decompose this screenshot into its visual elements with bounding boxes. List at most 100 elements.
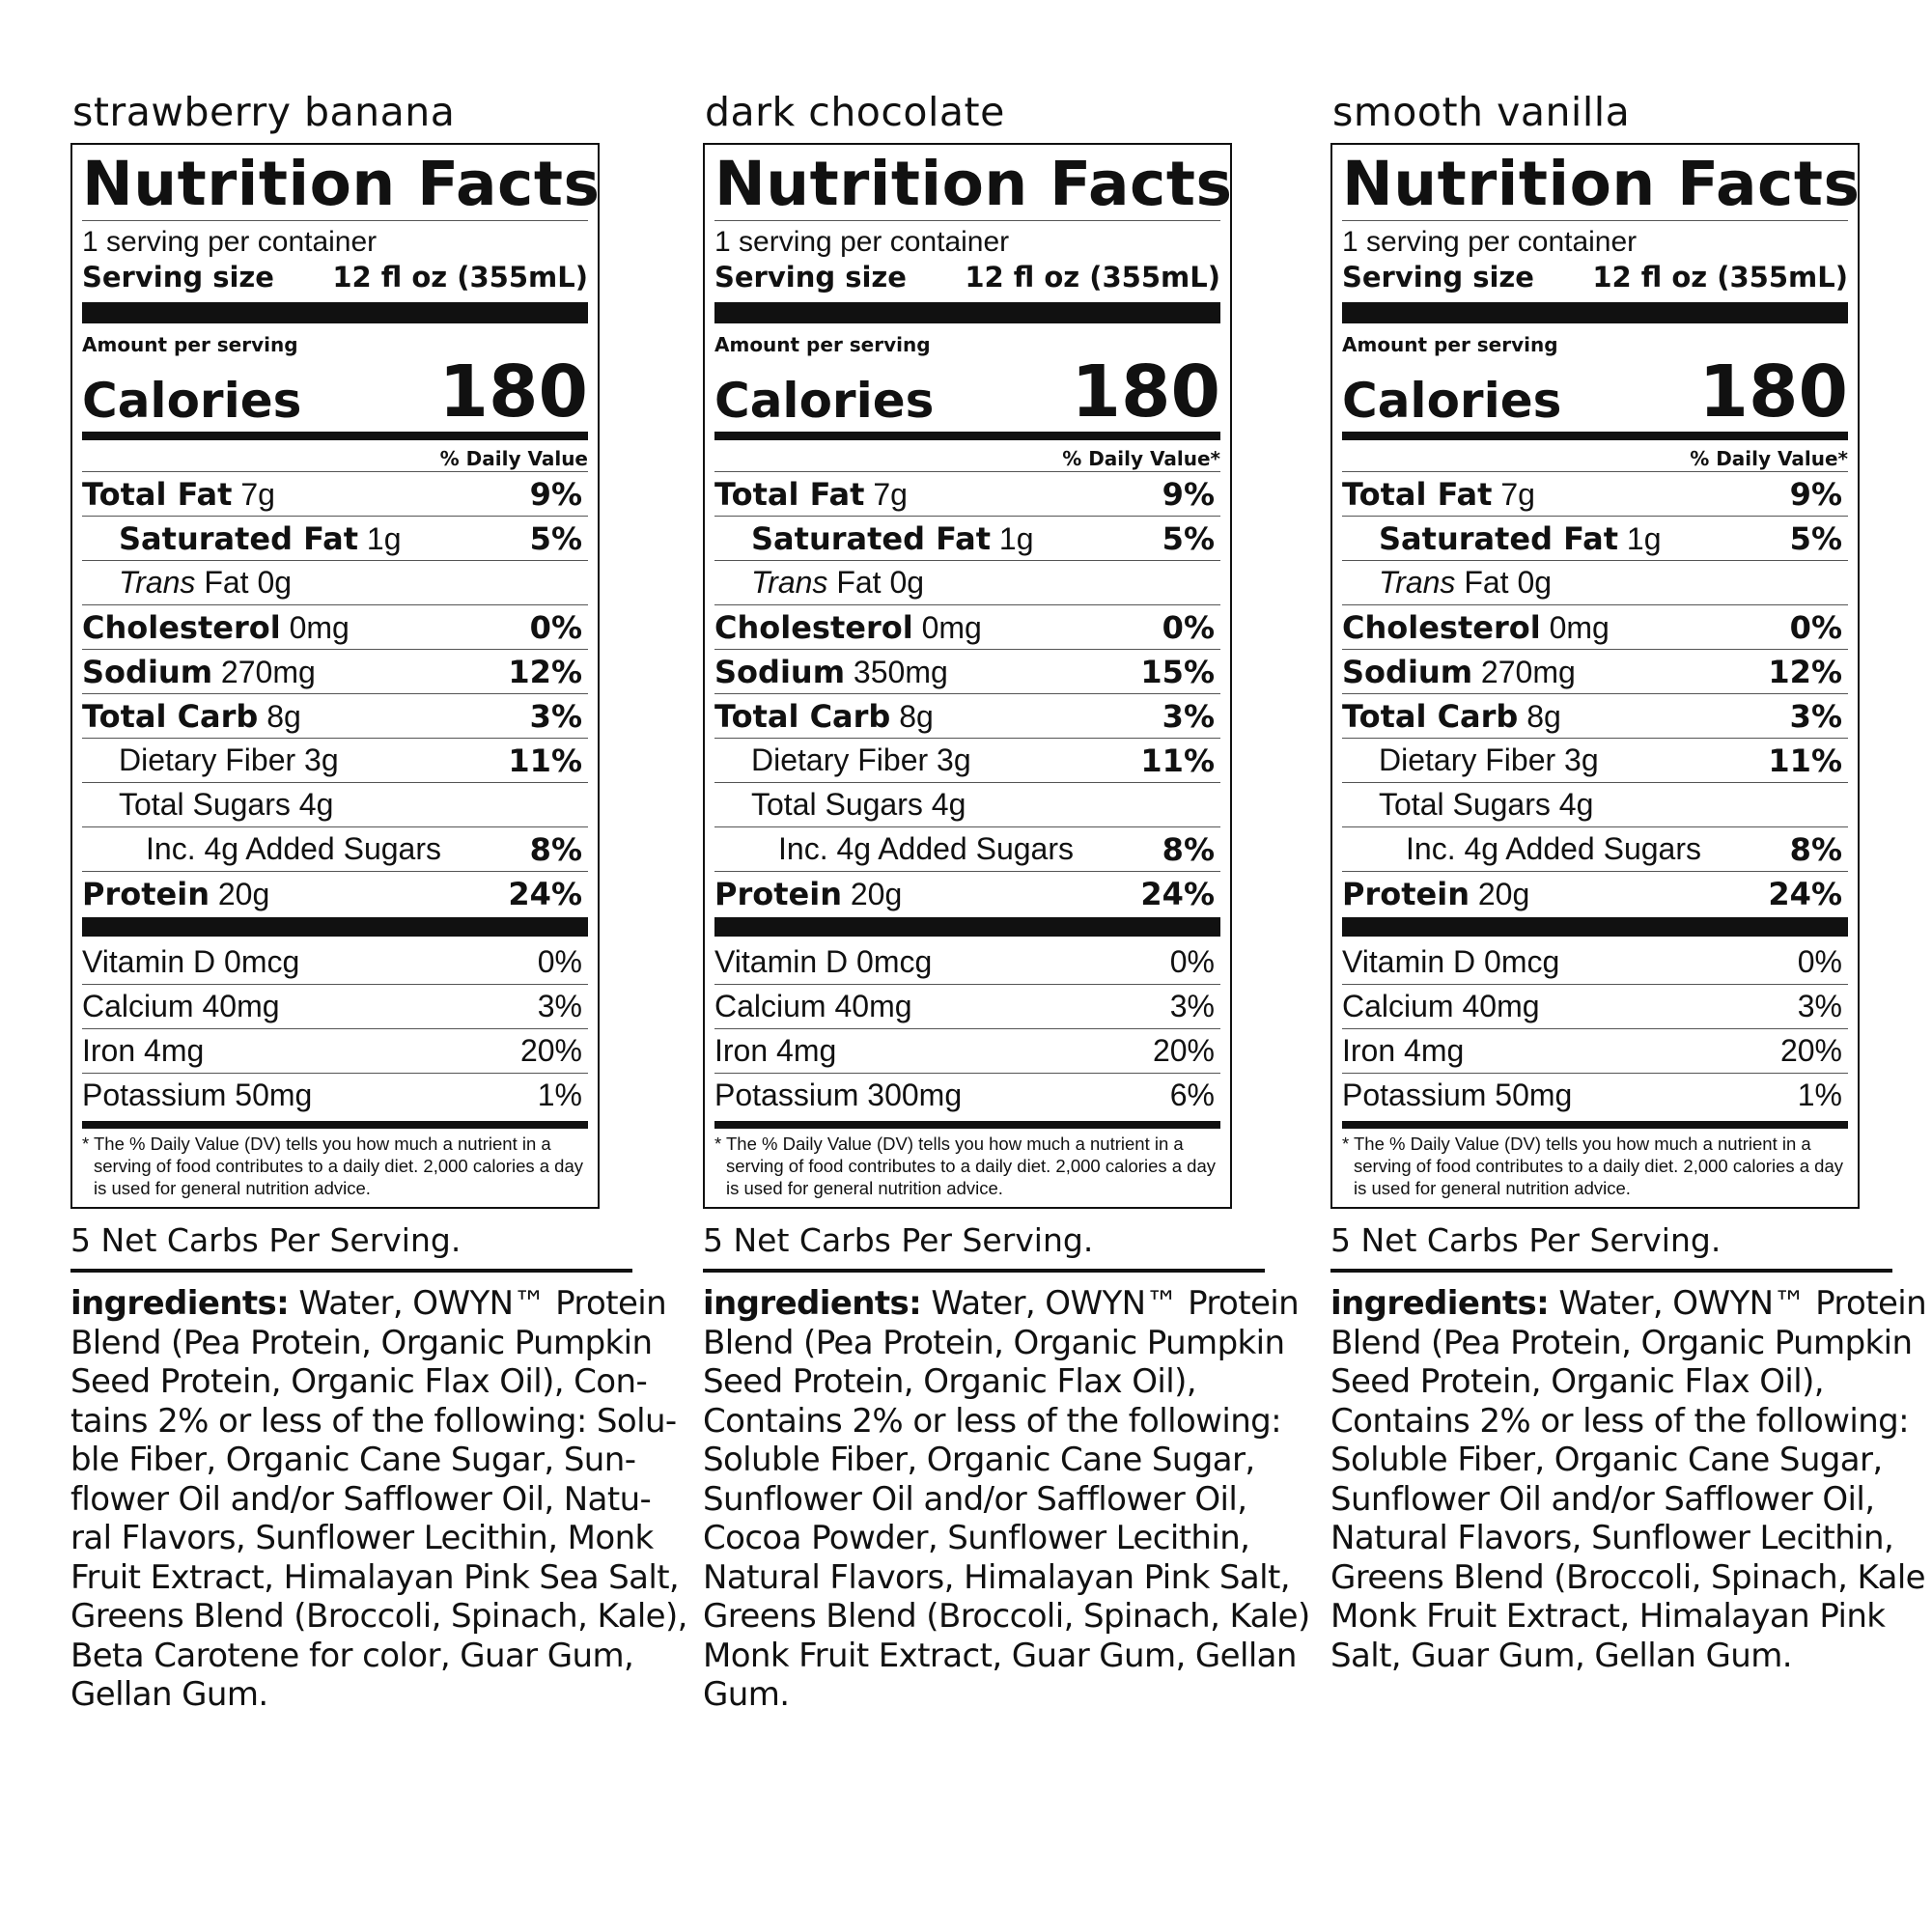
ingredients-line: Blend (Pea Protein, Organic Pumpkin	[703, 1324, 1321, 1363]
nutrient-name: Cholesterol	[82, 608, 281, 646]
vitamin-row: Calcium 40mg 3%	[714, 985, 1220, 1029]
nutrient-name: Total Fat	[714, 475, 865, 513]
serving-size-value: 12 fl oz (355mL)	[332, 261, 588, 294]
nutrient-daily-value: 24%	[1140, 875, 1215, 912]
nutrient-amount: 270mg	[212, 654, 316, 689]
vitamin-daily-value: 20%	[1152, 1033, 1215, 1068]
nutrient-list: Total Fat 7g 9% Saturated Fat 1g 5% Trans Fa…	[714, 472, 1220, 915]
medium-divider	[1342, 432, 1848, 440]
nutrient-row: Cholesterol 0mg 0%	[82, 605, 588, 650]
ingredients-text: Contains 2% or less of the following:	[1330, 1401, 1910, 1441]
nutrient-name: Saturated Fat	[1379, 519, 1619, 557]
nutrient-label: Saturated Fat 1g	[1379, 520, 1662, 557]
footnote-divider	[82, 1121, 588, 1129]
nutrient-daily-value: 5%	[1789, 519, 1842, 557]
nutrient-row: Dietary Fiber 3g 11%	[82, 739, 588, 783]
nutrient-row: Trans Fat 0g	[82, 561, 588, 605]
ingredients-label: ingredients:	[70, 1284, 290, 1323]
nutrient-daily-value: 9%	[1162, 475, 1215, 513]
serving-size-row: Serving size 12 fl oz (355mL)	[1342, 260, 1848, 294]
vitamin-row: Potassium 50mg 1%	[1342, 1074, 1848, 1117]
nutrient-amount: 4g	[290, 787, 334, 822]
vitamin-name: Iron 4mg	[1342, 1033, 1465, 1068]
ingredients-line: Gum.	[703, 1675, 1321, 1715]
ingredients-text: Blend (Pea Protein, Organic Pumpkin	[1330, 1323, 1913, 1362]
nutrient-label: Sodium 270mg	[82, 654, 316, 690]
vitamin-row: Calcium 40mg 3%	[82, 985, 588, 1029]
nutrient-list: Total Fat 7g 9% Saturated Fat 1g 5% Trans Fa…	[1342, 472, 1848, 915]
nutrient-row: Total Fat 7g 9%	[1342, 472, 1848, 517]
vitamin-divider	[714, 917, 1220, 937]
nutrition-facts-heading: Nutrition Facts	[82, 149, 601, 221]
nutrient-daily-value: 3%	[1162, 697, 1215, 735]
nutrient-amount: 20g	[1469, 876, 1530, 911]
nutrient-amount: 7g	[864, 476, 908, 512]
nutrient-amount: Fat 0g	[195, 565, 293, 600]
nutrient-row: Total Carb 8g 3%	[714, 694, 1220, 739]
nutrient-label: Dietary Fiber 3g	[119, 742, 339, 778]
nutrient-list: Total Fat 7g 9% Saturated Fat 1g 5% Trans Fa…	[82, 472, 588, 915]
ingredients-line: Greens Blend (Broccoli, Spinach, Kale	[1330, 1558, 1932, 1598]
nutrient-label: Total Carb 8g	[1342, 698, 1561, 735]
thick-divider	[714, 302, 1220, 323]
ingredients-line: Natural Flavors, Sunflower Lecithin,	[1330, 1519, 1932, 1558]
vitamin-row: Potassium 300mg 6%	[714, 1074, 1220, 1117]
vitamin-daily-value: 0%	[1169, 944, 1215, 979]
calories-row: Calories 180	[714, 356, 1220, 428]
nutrient-row: Trans Fat 0g	[714, 561, 1220, 605]
daily-value-footnote: * The % Daily Value (DV) tells you how m…	[714, 1134, 1216, 1198]
nutrient-label: Total Fat 7g	[714, 476, 908, 513]
ingredients-text: Monk Fruit Extract, Guar Gum, Gellan	[703, 1636, 1297, 1675]
amount-per-serving: Amount per serving	[82, 333, 298, 356]
ingredients-text: Blend (Pea Protein, Organic Pumpkin	[70, 1323, 653, 1362]
vitamin-daily-value: 20%	[519, 1033, 582, 1068]
ingredients-line: ingredients: Water, OWYN™ Protein	[1330, 1284, 1932, 1324]
nutrient-amount: 0mg	[1540, 609, 1610, 645]
footnote-divider	[714, 1121, 1220, 1129]
ingredients-text: Gum.	[703, 1675, 790, 1714]
nutrient-label: Cholesterol 0mg	[82, 609, 350, 646]
ingredients-line: Blend (Pea Protein, Organic Pumpkin	[70, 1324, 688, 1363]
ingredients-text: Seed Protein, Organic Flax Oil),	[1330, 1362, 1825, 1401]
nutrient-daily-value: 5%	[1162, 519, 1215, 557]
nutrient-label: Trans Fat 0g	[751, 565, 924, 601]
nutrient-amount: 8g	[890, 698, 934, 734]
flavor-title: smooth vanilla	[1332, 89, 1631, 135]
calories-label: Calories	[714, 373, 935, 429]
serving-size-label: Serving size	[82, 261, 274, 294]
ingredients-line: Beta Carotene for color, Guar Gum,	[70, 1637, 688, 1676]
nutrient-row: Total Sugars 4g	[1342, 783, 1848, 827]
ingredients-line: Sunflower Oil and/or Safflower Oil,	[703, 1480, 1321, 1520]
vitamin-name: Vitamin D 0mcg	[82, 944, 300, 979]
servings-per-container: 1 serving per container	[82, 226, 378, 258]
ingredients-text: Greens Blend (Broccoli, Spinach, Kale),	[70, 1597, 687, 1636]
nutrient-amount: 20g	[841, 876, 903, 911]
nutrient-row: Trans Fat 0g	[1342, 561, 1848, 605]
nutrient-row: Total Carb 8g 3%	[82, 694, 588, 739]
nutrient-name: Trans	[119, 565, 196, 600]
nutrient-amount: 350mg	[845, 654, 948, 689]
ingredients-text: Soluble Fiber, Organic Cane Sugar,	[703, 1441, 1255, 1479]
ingredients-block: ingredients: Water, OWYN™ Protein Blend (…	[70, 1284, 688, 1715]
nutrient-label: Total Sugars 4g	[1379, 787, 1593, 823]
nutrient-amount: 0mg	[912, 609, 982, 645]
vitamin-divider	[1342, 917, 1848, 937]
vitamin-name: Vitamin D 0mcg	[714, 944, 933, 979]
nutrient-name: Sodium	[1342, 653, 1473, 690]
nutrient-label: Dietary Fiber 3g	[1379, 742, 1599, 778]
ingredients-line: ingredients: Water, OWYN™ Protein	[70, 1284, 688, 1324]
nutrient-label: Total Carb 8g	[82, 698, 301, 735]
nutrient-row: Protein 20g 24%	[82, 872, 588, 915]
ingredients-text: ral Flavors, Sunflower Lecithin, Monk	[70, 1519, 654, 1557]
vitamin-row: Calcium 40mg 3%	[1342, 985, 1848, 1029]
amount-per-serving: Amount per serving	[714, 333, 931, 356]
daily-value-header: % Daily Value*	[714, 446, 1220, 472]
footnote-divider	[1342, 1121, 1848, 1129]
ingredients-text: Sunflower Oil and/or Safflower Oil,	[703, 1479, 1247, 1519]
ingredients-text: Blend (Pea Protein, Organic Pumpkin	[703, 1323, 1285, 1362]
nutrient-row: Protein 20g 24%	[1342, 872, 1848, 915]
servings-per-container: 1 serving per container	[1342, 226, 1638, 258]
label-column-dark-chocolate: dark chocolate Nutrition Facts 1 serving…	[703, 85, 1321, 1715]
vitamin-daily-value: 6%	[1169, 1078, 1215, 1112]
vitamin-name: Iron 4mg	[714, 1033, 837, 1068]
